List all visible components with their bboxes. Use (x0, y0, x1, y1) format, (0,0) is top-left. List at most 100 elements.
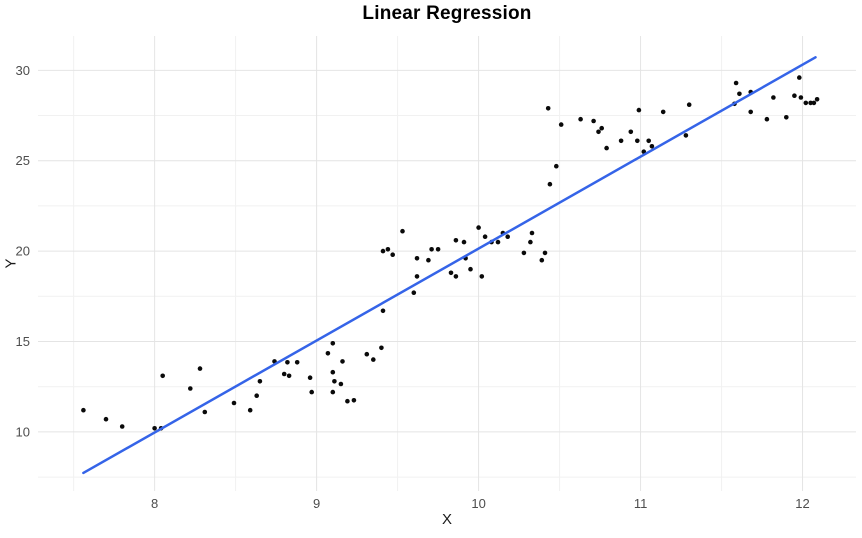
data-point (286, 373, 292, 379)
data-point (160, 373, 165, 379)
data-point (364, 351, 370, 357)
data-point (539, 257, 545, 263)
data-point (294, 360, 300, 365)
data-point (808, 100, 813, 106)
data-point (332, 379, 337, 384)
data-point (345, 398, 350, 404)
data-point (257, 379, 263, 384)
data-point (453, 274, 459, 279)
data-point (521, 250, 527, 256)
x-tick-label: 9 (313, 496, 320, 511)
x-tick-label: 8 (151, 496, 158, 511)
data-point (618, 138, 624, 144)
data-point (528, 239, 533, 245)
y-tick-label: 10 (16, 424, 30, 439)
data-point (784, 115, 789, 120)
data-point (340, 359, 345, 364)
data-point (202, 409, 208, 415)
x-tick-label: 12 (795, 496, 809, 511)
data-point (558, 122, 564, 127)
data-point (380, 248, 386, 254)
data-point (798, 95, 804, 100)
data-point (814, 97, 820, 102)
data-point (307, 375, 313, 381)
data-point (385, 247, 391, 252)
data-point (733, 80, 739, 86)
data-point (411, 290, 417, 296)
data-point (771, 95, 776, 100)
regression-line (82, 56, 817, 475)
data-point (435, 247, 441, 252)
data-point (338, 381, 344, 387)
data-point (414, 274, 420, 279)
data-point (649, 144, 655, 149)
data-point (476, 225, 481, 230)
x-axis-title: X (441, 511, 452, 528)
data-point (554, 163, 559, 169)
data-point (371, 357, 376, 362)
data-point (764, 116, 770, 122)
data-point (285, 360, 290, 365)
data-point (81, 407, 86, 413)
data-point (379, 345, 384, 351)
data-point (529, 230, 535, 236)
data-point (748, 109, 753, 115)
data-point (737, 91, 742, 97)
data-point (635, 138, 640, 144)
x-tick-label: 10 (471, 496, 485, 511)
data-point (797, 75, 802, 80)
y-tick-label: 15 (16, 334, 30, 349)
data-point (468, 266, 473, 272)
data-point (426, 257, 431, 263)
data-point (636, 107, 642, 113)
data-point (119, 424, 125, 429)
data-point (479, 274, 485, 279)
data-point (453, 238, 459, 243)
data-point (448, 270, 454, 276)
data-point (604, 145, 609, 151)
data-point (599, 125, 604, 131)
chart-title: Linear Regression (362, 3, 532, 24)
data-point (351, 398, 357, 403)
data-point (686, 102, 692, 107)
data-point (461, 239, 467, 245)
y-axis-title: Y (2, 258, 20, 269)
y-tick-label: 20 (16, 244, 30, 259)
data-point (281, 371, 287, 377)
data-point (792, 93, 797, 98)
data-point (683, 133, 689, 138)
data-point (390, 252, 396, 257)
y-tick-label: 25 (16, 153, 30, 168)
data-point (646, 138, 651, 144)
data-point (811, 100, 817, 106)
data-point (247, 407, 253, 413)
data-point (596, 129, 601, 135)
data-point (628, 129, 634, 135)
data-point (152, 426, 157, 431)
data-point (495, 239, 501, 245)
data-point (429, 247, 434, 252)
data-point (309, 389, 315, 395)
data-point (660, 109, 666, 115)
data-point (188, 386, 193, 391)
data-point (231, 400, 237, 406)
data-point (542, 250, 548, 256)
data-point (414, 255, 420, 261)
data-point (103, 416, 109, 422)
data-point (330, 369, 336, 375)
data-point (547, 181, 553, 187)
data-point (330, 341, 336, 346)
x-tick-label: 11 (634, 496, 648, 511)
data-point (578, 116, 583, 122)
data-point (400, 228, 405, 234)
data-point (197, 366, 203, 371)
data-point (803, 100, 809, 106)
data-point (591, 118, 596, 124)
y-tick-label: 30 (16, 63, 30, 78)
data-point (505, 234, 511, 239)
data-point (545, 106, 551, 111)
data-point (380, 308, 386, 314)
data-point (482, 234, 488, 239)
data-point (330, 389, 336, 395)
